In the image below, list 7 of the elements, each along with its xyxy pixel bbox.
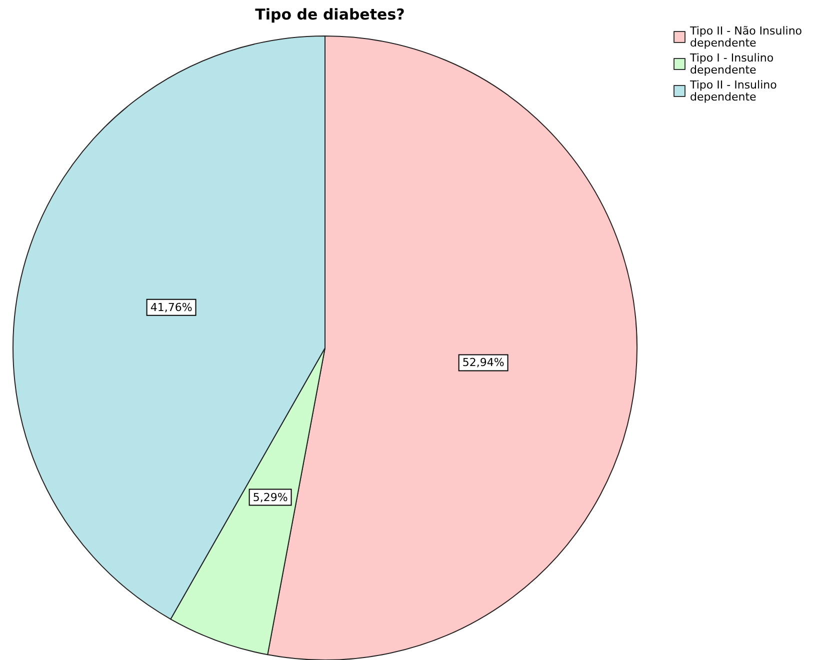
data-label: 52,94% — [462, 356, 504, 370]
legend-label: Tipo II - Não Insulino dependente — [689, 24, 806, 50]
data-label: 5,29% — [252, 490, 288, 504]
chart-title: Tipo de diabetes? — [255, 6, 405, 24]
legend-label: Tipo II - Insulino dependente — [689, 78, 780, 104]
legend-label: Tipo I - Insulino dependente — [689, 52, 778, 76]
data-label: 41,76% — [150, 300, 192, 314]
